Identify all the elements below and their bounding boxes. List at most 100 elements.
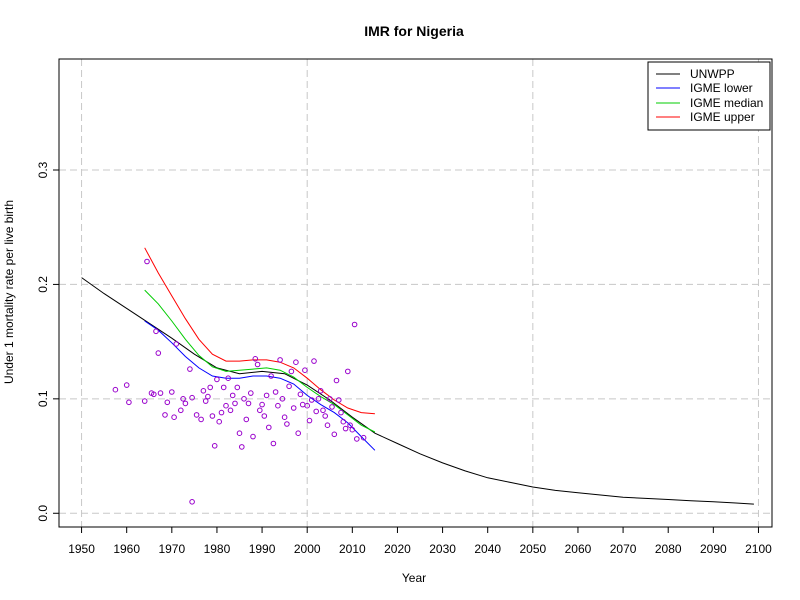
scatter-point	[112, 386, 119, 393]
scatter-point	[268, 373, 274, 379]
scatter-point	[347, 422, 353, 429]
x-tick-label: 1990	[249, 542, 276, 556]
scatter-point	[304, 402, 311, 409]
scatter-point	[263, 392, 270, 399]
scatter-point	[229, 392, 236, 399]
scatter-point	[266, 424, 272, 431]
scatter-point	[164, 399, 171, 406]
scatter-point	[295, 430, 302, 437]
x-tick-label: 2030	[429, 542, 456, 556]
scatter-point	[331, 431, 338, 438]
scatter-point	[241, 396, 247, 402]
scatter-point	[281, 414, 288, 421]
x-axis-label: Year	[402, 571, 426, 585]
scatter-point	[207, 384, 213, 391]
series-line-unwpp	[81, 277, 754, 505]
scatter-point	[205, 393, 211, 400]
y-tick-label: 0.0	[36, 505, 50, 522]
x-tick-label: 2010	[339, 542, 366, 556]
scatter-point	[214, 376, 220, 383]
x-tick-label: 1980	[204, 542, 231, 556]
scatter-point	[144, 258, 150, 265]
scatter-point	[189, 499, 195, 505]
scatter-point	[178, 407, 184, 414]
scatter-point	[286, 383, 292, 390]
x-tick-label: 2020	[384, 542, 411, 556]
scatter-points	[112, 258, 367, 505]
scatter-point	[252, 356, 259, 362]
x-tick-label: 2000	[294, 542, 321, 556]
scatter-point	[202, 398, 209, 404]
scatter-point	[187, 366, 193, 372]
scatter-point	[200, 388, 207, 394]
legend-label-unwpp: UNWPP	[690, 67, 735, 81]
scatter-point	[250, 433, 256, 440]
scatter-point	[232, 400, 238, 407]
scatter-point	[171, 414, 177, 421]
legend-box	[647, 61, 771, 131]
scatter-point	[315, 396, 322, 402]
scatter-point	[306, 417, 313, 424]
x-tick-label: 2060	[565, 542, 592, 556]
y-tick-label: 0.2	[36, 276, 50, 293]
scatter-point	[275, 402, 281, 409]
legend: UNWPP IGME lower IGME median IGME upper	[647, 61, 771, 131]
y-axis-label: Under 1 mortality rate per live birth	[2, 200, 16, 384]
scatter-point	[340, 418, 347, 425]
scatter-point	[234, 384, 241, 391]
scatter-point	[345, 368, 351, 375]
legend-label-igme-upper: IGME upper	[690, 110, 755, 124]
scatter-point	[327, 396, 333, 402]
scatter-point	[354, 436, 360, 442]
scatter-point	[123, 382, 130, 388]
y-axis: 0.0 0.1 0.2 0.3	[36, 161, 59, 522]
scatter-point	[223, 402, 229, 409]
x-tick-label: 2090	[700, 542, 727, 556]
plot-frame	[58, 58, 773, 528]
scatter-point	[290, 405, 297, 411]
scatter-point	[257, 407, 263, 414]
scatter-point	[297, 391, 304, 398]
scatter-point	[211, 443, 218, 449]
scatter-point	[225, 375, 231, 382]
scatter-point	[153, 328, 159, 335]
scatter-point	[284, 421, 290, 427]
legend-label-igme-median: IGME median	[690, 96, 763, 110]
scatter-point	[180, 396, 186, 402]
scatter-point	[193, 412, 200, 418]
x-tick-label: 2050	[519, 542, 546, 556]
x-axis: 1950 1960 1970 1980 1990 2000 2010 2020 2030 2040…	[68, 527, 772, 556]
scatter-point	[173, 341, 180, 347]
scatter-point	[209, 413, 216, 419]
y-tick-label: 0.1	[36, 390, 50, 407]
scatter-point	[324, 422, 331, 429]
grid	[59, 59, 772, 527]
scatter-point	[336, 397, 342, 403]
scatter-point	[277, 357, 283, 363]
scatter-point	[333, 377, 340, 384]
scatter-point	[311, 358, 317, 364]
x-tick-label: 2100	[745, 542, 772, 556]
scatter-point	[227, 407, 234, 414]
x-tick-label: 2080	[655, 542, 682, 556]
scatter-point	[261, 413, 268, 419]
scatter-point	[317, 388, 324, 394]
scatter-point	[302, 367, 308, 374]
scatter-point	[338, 409, 344, 416]
scatter-point	[182, 400, 189, 407]
x-tick-label: 1970	[158, 542, 185, 556]
scatter-point	[259, 401, 265, 408]
x-tick-label: 1950	[68, 542, 95, 556]
scatter-point	[279, 396, 286, 402]
scatter-point	[141, 398, 148, 404]
scatter-point	[351, 321, 358, 328]
scatter-point	[329, 404, 335, 410]
chart-title: IMR for Nigeria	[364, 23, 464, 39]
series-line-igme-lower	[144, 320, 376, 451]
scatter-point	[198, 416, 204, 423]
scatter-point	[189, 394, 195, 401]
scatter-point	[245, 400, 252, 407]
scatter-point	[308, 397, 315, 403]
scatter-point	[288, 368, 295, 375]
